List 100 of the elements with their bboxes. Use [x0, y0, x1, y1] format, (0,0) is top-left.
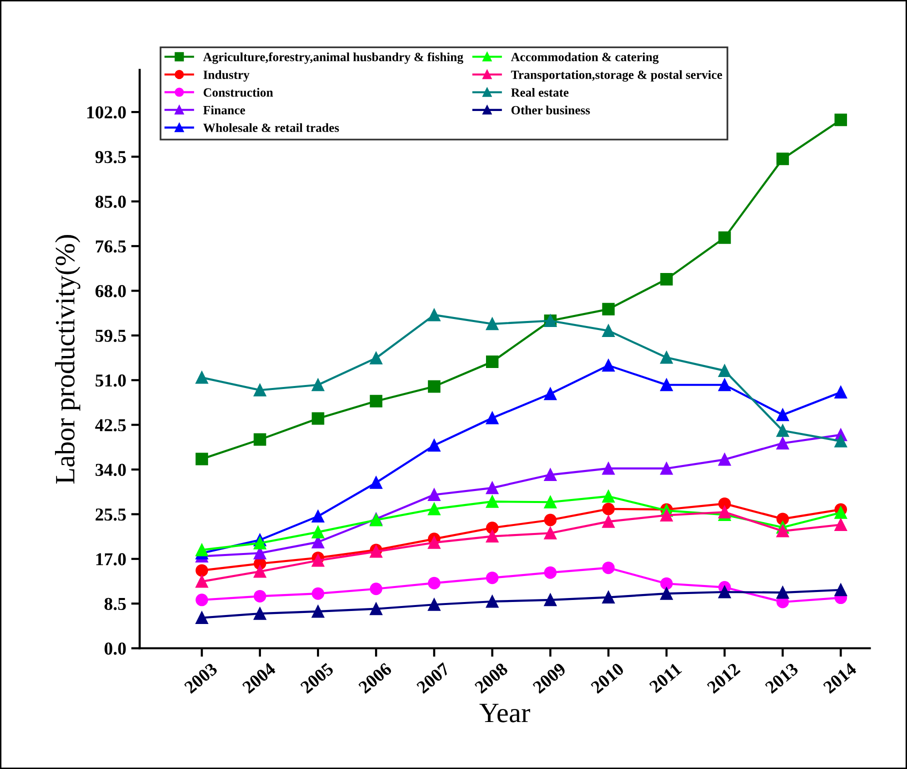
y-tick-label: 34.0 [96, 464, 126, 476]
point [196, 564, 208, 577]
point [544, 594, 557, 606]
y-tick-label: 17.0 [96, 553, 126, 566]
point [602, 502, 615, 516]
point [660, 587, 673, 600]
legend-label: Construction [204, 88, 273, 97]
point [544, 388, 557, 400]
point [602, 490, 615, 503]
x-tick-label: 2004 [242, 662, 276, 694]
point [312, 587, 324, 600]
point [196, 575, 208, 588]
point [370, 394, 382, 408]
point [254, 607, 266, 620]
point [428, 308, 440, 322]
point [776, 586, 789, 599]
legend-label: Finance [203, 106, 246, 114]
point [660, 577, 673, 590]
point [718, 497, 731, 510]
x-tick-label: 2012 [706, 662, 741, 694]
point [660, 272, 673, 286]
point [486, 482, 499, 494]
y-tick-label: 102.0 [87, 106, 126, 119]
point [428, 488, 440, 502]
point [428, 502, 440, 516]
point [718, 231, 731, 244]
point [486, 530, 499, 543]
point [776, 512, 789, 526]
y-tick-label: 51.0 [96, 374, 126, 387]
point [254, 384, 266, 396]
point [776, 408, 789, 422]
point [718, 586, 731, 598]
point [312, 526, 324, 538]
point [834, 518, 848, 531]
point [834, 386, 848, 398]
point [196, 544, 208, 556]
point [196, 371, 208, 384]
point [428, 598, 440, 611]
point [254, 590, 266, 602]
point [312, 554, 324, 567]
point [486, 522, 499, 534]
x-axis-title: Year [479, 704, 530, 722]
point [312, 510, 324, 523]
point [602, 562, 615, 574]
point [196, 452, 208, 466]
point [370, 352, 382, 364]
point [486, 356, 499, 368]
point [660, 378, 673, 392]
point [718, 378, 731, 392]
point [602, 302, 615, 316]
x-tick-label: 2008 [474, 662, 509, 694]
point [544, 468, 557, 482]
point [486, 595, 499, 608]
y-axis-title: Labor productivity(%) [55, 234, 80, 484]
x-tick-label: 2013 [764, 662, 799, 694]
point [428, 380, 440, 393]
point [544, 526, 557, 540]
point [776, 436, 789, 450]
y-tick-label: 8.5 [104, 598, 126, 610]
point [428, 439, 440, 452]
point [312, 412, 324, 425]
point [834, 506, 848, 519]
legend-label: Accommodation & catering [510, 52, 659, 64]
point [544, 496, 557, 508]
legend-label: Wholesale & retail trades [203, 123, 339, 132]
x-tick-label: 2010 [590, 662, 625, 694]
point [776, 424, 789, 437]
point [718, 364, 731, 377]
x-tick-label: 2003 [184, 662, 218, 694]
point [486, 495, 499, 508]
point [486, 412, 499, 424]
point [602, 515, 615, 528]
point [370, 582, 382, 596]
point [196, 612, 208, 624]
y-tick-label: 25.5 [96, 508, 126, 521]
y-tick-label: 76.5 [96, 240, 126, 253]
point [254, 565, 266, 578]
x-tick-label: 2011 [648, 662, 682, 694]
point [544, 566, 557, 579]
y-tick-label: 93.5 [95, 151, 126, 164]
legend-label: Real estate [511, 88, 568, 97]
point [486, 572, 499, 584]
y-tick-label: 68.0 [96, 285, 126, 298]
point [834, 584, 848, 596]
legend-label: Transportation,storage & postal service [511, 70, 722, 82]
point [370, 476, 382, 489]
y-tick-label: 59.5 [96, 330, 126, 342]
y-tick-label: 0.0 [104, 642, 126, 655]
point [254, 536, 266, 550]
point [602, 359, 615, 372]
y-tick-label: 42.5 [95, 419, 126, 432]
point [834, 114, 848, 126]
point [834, 434, 848, 448]
point [718, 506, 731, 518]
point [196, 594, 208, 606]
point [660, 351, 673, 364]
point [254, 433, 266, 446]
legend-label: Agriculture,forestry,animal husbandry & fishing [203, 52, 464, 64]
point [312, 378, 324, 392]
point [370, 602, 382, 616]
